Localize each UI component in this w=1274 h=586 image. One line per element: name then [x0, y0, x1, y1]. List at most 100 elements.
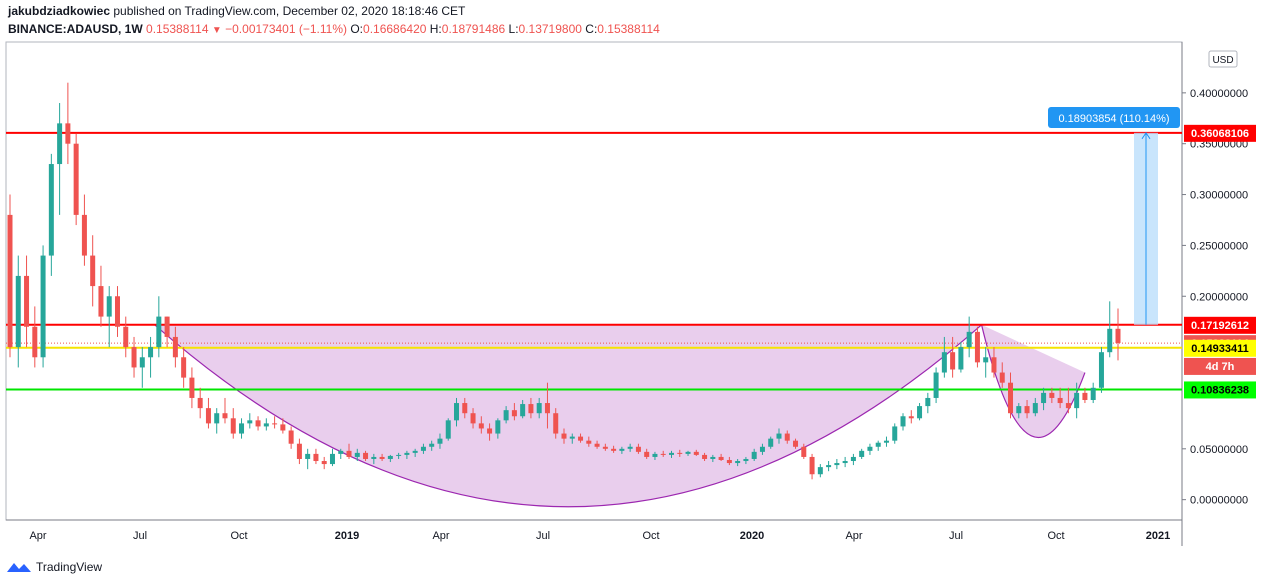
- candle-body: [925, 397, 931, 407]
- candle-body: [57, 123, 63, 165]
- candle-body: [98, 286, 104, 317]
- candle: [164, 316, 170, 348]
- time-tick-label: Apr: [432, 530, 449, 542]
- time-tick-label: 2020: [740, 530, 764, 542]
- candle-body: [164, 316, 170, 337]
- candle-body: [933, 372, 939, 398]
- price-label: 0.14933411: [1191, 343, 1249, 355]
- candle-body: [627, 446, 633, 449]
- candle: [495, 418, 501, 439]
- candle: [40, 245, 46, 368]
- candle-body: [205, 408, 211, 424]
- candle: [726, 456, 732, 466]
- candle: [181, 347, 187, 388]
- candle-body: [156, 316, 162, 348]
- candle-body: [172, 336, 178, 358]
- candle-body: [842, 461, 848, 464]
- candle-body: [817, 467, 823, 475]
- candle-body: [685, 451, 691, 454]
- candle-body: [1107, 328, 1113, 353]
- candle: [313, 448, 319, 465]
- candle: [404, 450, 410, 459]
- candle-body: [478, 423, 484, 429]
- candle: [57, 103, 63, 215]
- time-tick-label: Apr: [845, 530, 862, 542]
- candle: [850, 453, 856, 466]
- candle-body: [354, 452, 360, 457]
- candle-body: [288, 430, 294, 444]
- candle-body: [363, 452, 369, 459]
- candle-body: [7, 214, 13, 348]
- candle-body: [735, 461, 741, 464]
- candle-body: [677, 452, 683, 454]
- candle: [462, 397, 468, 419]
- candle-body: [826, 465, 832, 468]
- candle: [759, 443, 765, 455]
- candle-body: [751, 451, 757, 459]
- author-name[interactable]: jakubdziadkowiec: [8, 4, 111, 18]
- candle-body: [197, 397, 203, 409]
- candle: [412, 448, 418, 457]
- candle-body: [1090, 387, 1096, 400]
- candle: [280, 418, 286, 434]
- candle-body: [131, 347, 137, 368]
- candle-body: [809, 456, 815, 475]
- candle-body: [48, 164, 54, 256]
- candle: [379, 453, 385, 462]
- candle: [776, 428, 782, 444]
- price-label-box: [1184, 339, 1256, 357]
- candle: [1057, 387, 1063, 409]
- candle: [941, 336, 947, 378]
- candle-body: [420, 446, 426, 451]
- candle: [148, 336, 154, 378]
- candle: [470, 408, 476, 429]
- price-label-box: [1184, 357, 1256, 375]
- candle: [619, 446, 625, 454]
- candle: [239, 418, 245, 439]
- candle: [834, 458, 840, 470]
- candle: [230, 408, 236, 439]
- candle-body: [239, 423, 245, 434]
- candle-body: [793, 440, 799, 447]
- candle-body: [991, 357, 997, 373]
- candle-body: [1041, 392, 1047, 404]
- candle: [793, 438, 799, 449]
- candle: [123, 316, 129, 358]
- price-tick-label: 0.00000000: [1190, 495, 1248, 507]
- candle: [338, 448, 344, 459]
- symbol-info: BINANCE:ADAUSD, 1W 0.15388114 ▼ −0.00173…: [8, 22, 660, 36]
- candle: [660, 450, 666, 457]
- candle-body: [189, 377, 195, 398]
- candle: [974, 326, 980, 368]
- price-tick-label: 0.20000000: [1190, 291, 1248, 303]
- candle: [635, 443, 641, 454]
- candle-body: [387, 455, 393, 459]
- candle: [305, 448, 311, 470]
- tradingview-logo[interactable]: TradingView: [6, 560, 102, 574]
- symbol-name[interactable]: BINANCE:ADAUSD, 1W: [8, 22, 143, 36]
- candle-body: [1065, 403, 1071, 409]
- low-label: L:: [508, 22, 519, 36]
- candle-body: [396, 454, 402, 456]
- candle: [702, 452, 708, 462]
- candle-body: [578, 436, 584, 441]
- candle-body: [917, 406, 923, 419]
- candle-body: [462, 403, 468, 414]
- candle-body: [404, 452, 410, 455]
- candle: [429, 440, 435, 451]
- candle: [354, 448, 360, 462]
- candle-body: [801, 446, 807, 457]
- time-tick-label: Jul: [949, 530, 963, 542]
- time-tick-label: Oct: [230, 530, 247, 542]
- candle-body: [875, 442, 881, 447]
- candle-body: [520, 404, 526, 417]
- candle-body: [148, 347, 154, 358]
- candle-body: [65, 123, 71, 144]
- candle: [106, 286, 112, 348]
- candle: [114, 286, 120, 337]
- candle: [98, 265, 104, 327]
- candle-body: [503, 410, 509, 421]
- price-tick-label: 0.30000000: [1190, 190, 1248, 202]
- time-tick-label: Apr: [29, 530, 46, 542]
